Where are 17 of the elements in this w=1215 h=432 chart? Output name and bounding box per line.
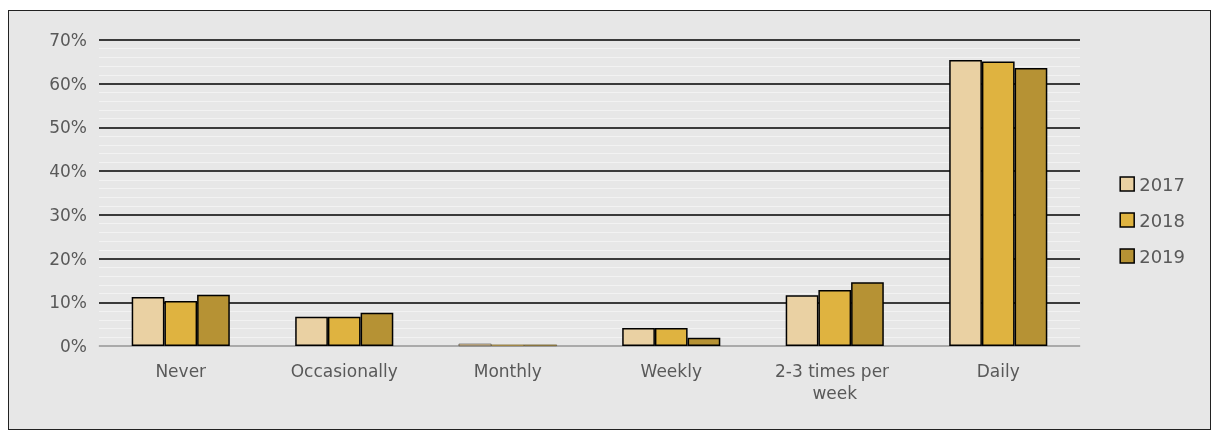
x-tick-label: Monthly — [473, 361, 542, 381]
y-tick-label: 70% — [49, 30, 87, 50]
y-tick-label: 10% — [49, 292, 87, 313]
x-tick-label: Never — [155, 361, 207, 381]
legend-label: 2018 — [1139, 209, 1185, 231]
x-tick-label: Weekly — [640, 361, 702, 381]
y-tick-label: 50% — [49, 117, 87, 138]
x-tick-label: Daily — [976, 361, 1020, 381]
y-tick-label: 0% — [60, 336, 87, 356]
y-tick-label: 40% — [49, 161, 87, 182]
legend-label: 2019 — [1139, 245, 1185, 267]
y-tick-label: 20% — [49, 248, 87, 269]
y-tick-label: 60% — [49, 73, 87, 94]
x-tick-label: 2-3 times per week — [775, 361, 895, 403]
x-tick-label: Occasionally — [290, 361, 398, 381]
y-tick-label: 30% — [49, 204, 87, 225]
legend-label: 2017 — [1139, 173, 1185, 195]
